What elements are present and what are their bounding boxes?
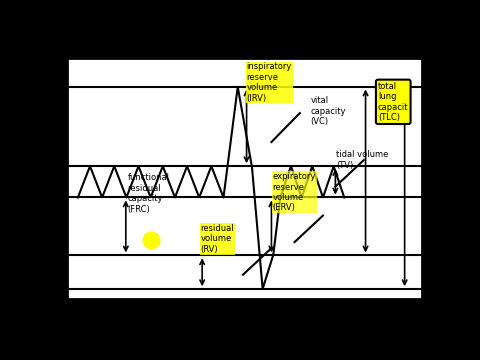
- Text: expiratory
reserve
volume
(ERV): expiratory reserve volume (ERV): [273, 172, 316, 212]
- Text: inspiratory
reserve
volume
(IRV): inspiratory reserve volume (IRV): [247, 62, 292, 103]
- Text: total
lung
capacit
(TLC): total lung capacit (TLC): [378, 82, 408, 122]
- Text: functional
residual
capacity
(FRC): functional residual capacity (FRC): [128, 174, 169, 213]
- Text: vital
capacity
(VC): vital capacity (VC): [311, 96, 346, 126]
- Text: lung volume (not to scale): lung volume (not to scale): [8, 125, 16, 235]
- Text: tidal volume
(TV): tidal volume (TV): [336, 150, 389, 170]
- Text: residual
volume
(RV): residual volume (RV): [200, 224, 234, 254]
